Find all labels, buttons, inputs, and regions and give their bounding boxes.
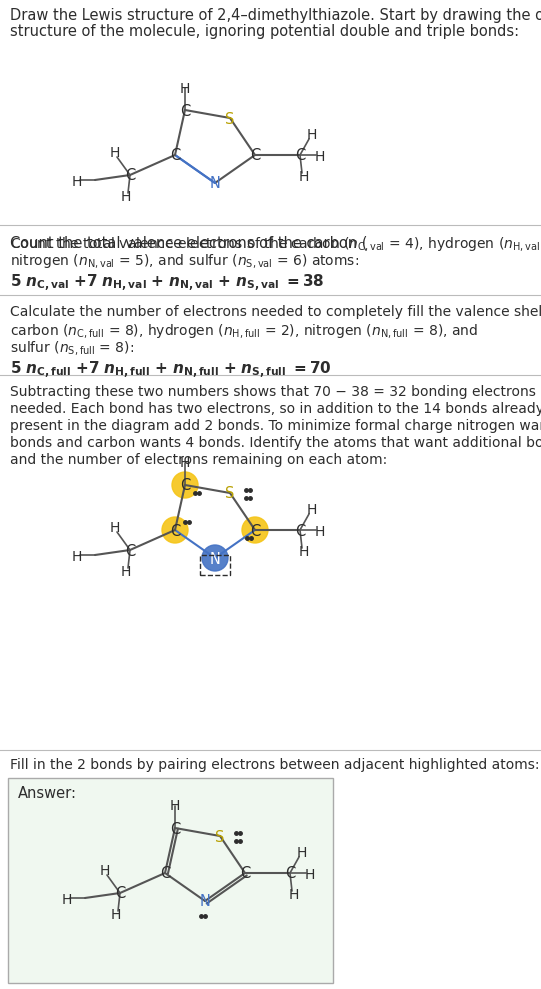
Text: Subtracting these two numbers shows that 70 − 38 = 32 bonding electrons are: Subtracting these two numbers shows that… xyxy=(10,385,541,399)
Text: C: C xyxy=(125,544,135,559)
Text: H: H xyxy=(72,175,82,189)
Text: present in the diagram add 2 bonds. To minimize formal charge nitrogen wants 3: present in the diagram add 2 bonds. To m… xyxy=(10,419,541,433)
Text: Fill in the 2 bonds by pairing electrons between adjacent highlighted atoms:: Fill in the 2 bonds by pairing electrons… xyxy=(10,758,539,772)
Text: H: H xyxy=(299,170,309,184)
Text: C: C xyxy=(250,148,260,163)
Text: carbon ($n_{\mathrm{C,full}}$ = 8), hydrogen ($n_{\mathrm{H,full}}$ = 2), nitrog: carbon ($n_{\mathrm{C,full}}$ = 8), hydr… xyxy=(10,322,478,340)
Text: N: N xyxy=(209,552,220,567)
Text: H: H xyxy=(170,799,180,813)
Text: $\mathbf{5}$ $\boldsymbol{n}_{\mathbf{C,val}}$ $\mathbf{+ 7}$ $\boldsymbol{n}_{\: $\mathbf{5}$ $\boldsymbol{n}_{\mathbf{C,… xyxy=(10,273,325,295)
Circle shape xyxy=(162,517,188,543)
Text: S: S xyxy=(215,830,225,845)
Text: C: C xyxy=(295,523,305,538)
Text: C: C xyxy=(115,886,125,902)
Text: C: C xyxy=(240,866,250,881)
Circle shape xyxy=(242,517,268,543)
Text: Count the total valence electrons of the carbon (: Count the total valence electrons of the… xyxy=(10,235,367,250)
Text: C: C xyxy=(160,866,170,881)
Text: H: H xyxy=(121,190,131,204)
Text: H: H xyxy=(111,908,121,922)
Text: H: H xyxy=(100,864,110,878)
Text: C: C xyxy=(125,168,135,184)
Text: C: C xyxy=(250,523,260,538)
Text: C: C xyxy=(170,148,180,163)
Text: H: H xyxy=(180,456,190,470)
Text: H: H xyxy=(289,888,299,902)
Text: H: H xyxy=(307,503,317,517)
Text: Calculate the number of electrons needed to completely fill the valence shells f: Calculate the number of electrons needed… xyxy=(10,305,541,319)
Text: H: H xyxy=(297,846,307,860)
FancyBboxPatch shape xyxy=(8,778,333,983)
Text: needed. Each bond has two electrons, so in addition to the 14 bonds already: needed. Each bond has two electrons, so … xyxy=(10,402,541,416)
Circle shape xyxy=(202,545,228,571)
Text: structure of the molecule, ignoring potential double and triple bonds:: structure of the molecule, ignoring pote… xyxy=(10,24,519,39)
Text: C: C xyxy=(180,479,190,494)
Text: and the number of electrons remaining on each atom:: and the number of electrons remaining on… xyxy=(10,453,387,467)
Text: H: H xyxy=(180,82,190,96)
Text: N: N xyxy=(200,894,210,910)
Text: $\mathbf{5}$ $\boldsymbol{n}_{\mathbf{C,full}}$ $\mathbf{+ 7}$ $\boldsymbol{n}_{: $\mathbf{5}$ $\boldsymbol{n}_{\mathbf{C,… xyxy=(10,360,332,382)
Text: H: H xyxy=(72,550,82,564)
Text: H: H xyxy=(110,146,120,160)
Text: Draw the Lewis structure of 2,4–dimethylthiazole. Start by drawing the overall: Draw the Lewis structure of 2,4–dimethyl… xyxy=(10,8,541,23)
Text: C: C xyxy=(180,104,190,119)
Text: S: S xyxy=(225,112,235,127)
Text: N: N xyxy=(209,176,220,192)
Text: S: S xyxy=(225,487,235,501)
Text: Count the total valence electrons of the carbon ($n_{\mathrm{C,val}}$ = 4), hydr: Count the total valence electrons of the… xyxy=(10,235,541,253)
Text: C: C xyxy=(295,148,305,163)
Text: nitrogen ($n_{\mathrm{N,val}}$ = 5), and sulfur ($n_{\mathrm{S,val}}$ = 6) atoms: nitrogen ($n_{\mathrm{N,val}}$ = 5), and… xyxy=(10,252,359,270)
Text: sulfur ($n_{\mathrm{S,full}}$ = 8):: sulfur ($n_{\mathrm{S,full}}$ = 8): xyxy=(10,339,134,357)
Text: H: H xyxy=(305,868,315,882)
Text: Answer:: Answer: xyxy=(18,786,77,801)
Text: bonds and carbon wants 4 bonds. Identify the atoms that want additional bonds: bonds and carbon wants 4 bonds. Identify… xyxy=(10,436,541,450)
Text: C: C xyxy=(170,523,180,538)
Text: H: H xyxy=(110,521,120,535)
Text: C: C xyxy=(170,822,180,837)
Text: C: C xyxy=(285,866,295,881)
Text: H: H xyxy=(121,565,131,579)
Text: H: H xyxy=(299,545,309,559)
Text: H: H xyxy=(62,893,72,907)
Text: H: H xyxy=(307,128,317,142)
Bar xyxy=(200,555,230,575)
Text: H: H xyxy=(315,525,325,539)
Circle shape xyxy=(172,472,198,498)
Text: H: H xyxy=(315,150,325,164)
